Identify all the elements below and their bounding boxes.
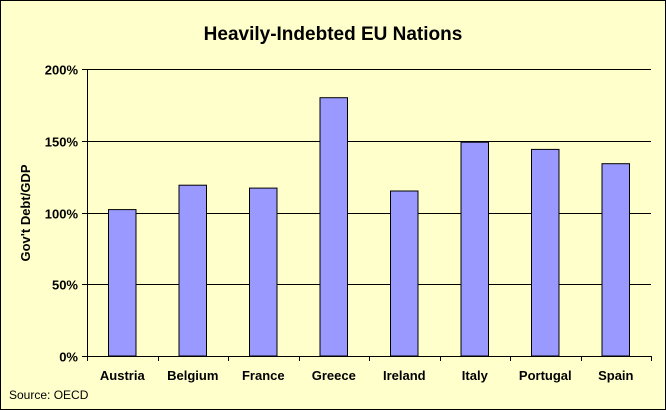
bar-spain: [601, 163, 630, 357]
x-tick-label: Ireland: [383, 368, 426, 383]
plot-area: [87, 69, 651, 356]
bar-austria: [108, 209, 137, 357]
x-tick-labels: Austria Belgium France Greece Ireland Italy Po…: [100, 368, 634, 383]
bar-france: [249, 187, 278, 357]
bar-ireland: [390, 190, 419, 357]
y-tick-labels: 0% 50% 100% 150% 200%: [45, 63, 79, 365]
y-tick-label: 100%: [45, 207, 79, 222]
bar-portugal: [531, 148, 560, 357]
x-tick-label: Italy: [462, 368, 489, 383]
axes: [82, 69, 652, 361]
x-tick-label: Austria: [100, 368, 146, 383]
x-tick-label: France: [242, 368, 285, 383]
x-tick-label: Belgium: [167, 368, 218, 383]
bar-belgium: [178, 184, 207, 357]
x-tick-label: Greece: [312, 368, 356, 383]
x-tick-label: Portugal: [519, 368, 572, 383]
y-tick-label: 200%: [45, 63, 79, 78]
y-tick-label: 150%: [45, 135, 79, 150]
bar-italy: [460, 141, 489, 357]
chart-title: Heavily-Indebted EU Nations: [204, 24, 463, 45]
source-note: Source: OECD: [9, 388, 89, 402]
bar-greece: [319, 97, 348, 357]
x-tick-label: Spain: [598, 368, 633, 383]
y-axis-title: Gov't Debt/GDP: [18, 164, 33, 261]
y-tick-label: 50%: [52, 278, 78, 293]
y-tick-label: 0%: [59, 350, 78, 365]
